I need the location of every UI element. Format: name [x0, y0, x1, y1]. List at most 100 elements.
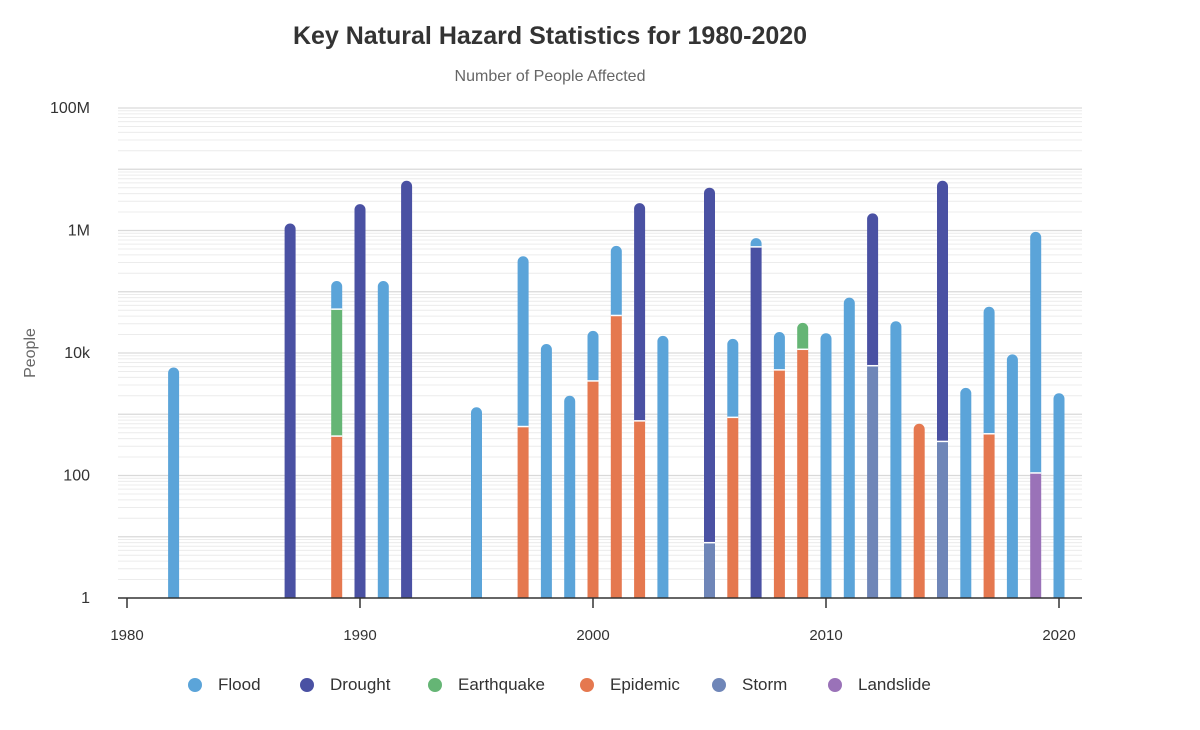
bar-segment-shape [937, 180, 948, 442]
legend-label: Flood [218, 675, 261, 694]
bar-segment-shape [517, 426, 529, 598]
bar-segment-shape [937, 441, 948, 598]
bar-segment [773, 332, 785, 371]
x-tick-label: 1980 [110, 627, 143, 644]
bar-segment-shape [517, 256, 529, 427]
bar-segment [797, 322, 809, 351]
bar-segment [704, 187, 715, 544]
bar-segment-shape [331, 436, 343, 598]
bar-segment [937, 180, 948, 443]
bar-segment [727, 417, 739, 598]
legend-item-epidemic[interactable]: Epidemic [580, 670, 680, 700]
bar-segment-shape [773, 369, 785, 598]
bar-segment [284, 223, 296, 598]
bar-segment [960, 387, 972, 598]
y-tick-label: 1 [81, 590, 90, 607]
y-axis-label: People [22, 328, 39, 378]
y-tick-label: 100 [63, 468, 90, 485]
legend-label: Epidemic [610, 675, 680, 694]
bar-segment [657, 335, 669, 598]
bar-segment [1030, 472, 1042, 598]
bar-segment [587, 330, 599, 382]
legend-item-flood[interactable]: Flood [188, 670, 261, 700]
bar-segment-shape [890, 321, 902, 598]
bar-segment [564, 395, 576, 598]
legend: Flood Drought Earthquake Epidemic Storm Lands… [0, 670, 1120, 700]
bar-segment [377, 280, 389, 598]
x-tick-label: 2020 [1042, 627, 1075, 644]
bar-segment [867, 365, 879, 598]
legend-swatch [300, 678, 314, 692]
bar-segment-shape [773, 332, 785, 370]
bar-segment-shape [913, 423, 925, 598]
bar-segment-shape [634, 203, 646, 421]
bar-segment-shape [377, 280, 389, 598]
bar-segment-shape [471, 407, 482, 598]
axes: 1980 1990 2000 2010 2020 1 100 10k 1M 100M People [22, 100, 1082, 644]
bar-segment [168, 367, 180, 598]
legend-item-storm[interactable]: Storm [712, 670, 787, 700]
y-tick-label: 10k [64, 345, 91, 362]
legend-label: Earthquake [458, 675, 545, 694]
bar-segment [587, 380, 599, 598]
bar-segment-shape [331, 309, 343, 437]
legend-swatch [712, 678, 726, 692]
bar-segment-shape [1030, 231, 1042, 473]
bar-segment-shape [704, 187, 715, 543]
bar-segment [540, 344, 552, 598]
bar-segment [983, 433, 995, 598]
bar-segment-shape [331, 280, 343, 310]
bar-segment [634, 203, 646, 422]
legend-swatch [428, 678, 442, 692]
bar-segment [517, 256, 529, 428]
bar-segment-shape [750, 238, 762, 247]
bar-segment-shape [168, 367, 180, 598]
bar-segment [867, 213, 879, 367]
bar-segment [797, 349, 809, 598]
bar-segment-shape [564, 395, 576, 598]
bar-segment [517, 426, 529, 598]
x-tick-label: 1990 [343, 627, 376, 644]
bar-segment-shape [960, 387, 972, 598]
legend-swatch [828, 678, 842, 692]
bar-segment-shape [587, 330, 599, 381]
bar-segment-shape [983, 306, 995, 434]
bar-segment-shape [983, 433, 995, 598]
bar-segment [820, 333, 832, 598]
bar-segment-shape [797, 349, 809, 598]
bar-segment-shape [1030, 472, 1042, 598]
bar-segment [890, 321, 902, 598]
chart-title: Key Natural Hazard Statistics for 1980-2… [292, 22, 808, 50]
bar-segment-shape [727, 417, 739, 598]
bar-segment [331, 436, 343, 598]
bar-segment-shape [867, 213, 879, 366]
bar-segment [773, 369, 785, 598]
bar-segment-shape [727, 338, 739, 418]
bar-segment [331, 309, 343, 437]
bar-segment [1053, 393, 1065, 598]
bar-segment-shape [797, 322, 809, 350]
bar-segment [331, 280, 343, 310]
bar-segment [913, 423, 925, 598]
legend-label: Landslide [858, 675, 931, 694]
bar-segment [983, 306, 995, 435]
chart-subtitle: Number of People Affected [454, 68, 646, 85]
bars [168, 180, 1065, 599]
bar-segment [471, 407, 482, 598]
bar-segment [750, 238, 762, 248]
bar-segment [937, 441, 948, 598]
legend-item-earthquake[interactable]: Earthquake [428, 670, 545, 700]
y-tick-label: 100M [50, 100, 90, 117]
bar-segment-shape [610, 245, 622, 316]
legend-item-drought[interactable]: Drought [300, 670, 390, 700]
plot-area: 1980 1990 2000 2010 2020 1 100 10k 1M 100M People [22, 100, 1082, 644]
bar-segment [1006, 354, 1018, 598]
bar-segment-shape [401, 180, 413, 599]
bar-segment-shape [820, 333, 832, 598]
x-tick-label: 2000 [576, 627, 609, 644]
y-tick-label: 1M [68, 223, 90, 240]
bar-segment-shape [587, 380, 599, 598]
legend-label: Drought [330, 675, 391, 694]
legend-item-landslide[interactable]: Landslide [828, 670, 931, 700]
